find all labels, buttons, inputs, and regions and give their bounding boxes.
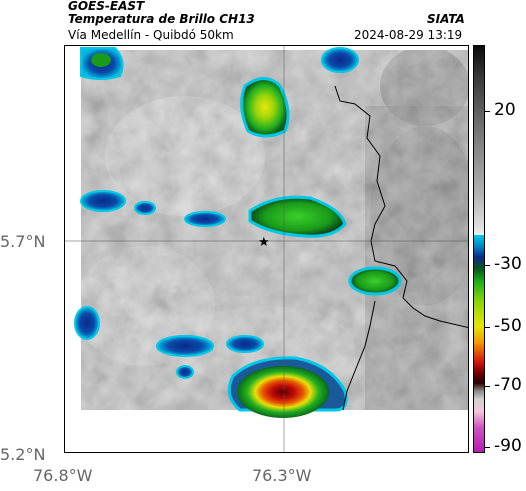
longitude-label-west: 76.8°W <box>33 466 93 485</box>
brightness-temperature-map: ★ <box>64 45 469 453</box>
colorbar-tick <box>485 447 490 448</box>
agency-label: SIATA <box>427 12 465 26</box>
satellite-name: GOES-EAST <box>68 0 145 13</box>
convective-cells <box>74 47 402 418</box>
colorbar-label-minus30: -30 <box>494 254 522 274</box>
nodata-bottom <box>65 410 468 452</box>
latitude-label-south: 5.2°N <box>0 445 46 464</box>
longitude-label-east: 76.3°W <box>252 466 312 485</box>
border-line <box>334 85 468 329</box>
star-icon: ★ <box>258 235 270 250</box>
colorbar-label-20: 20 <box>494 100 516 120</box>
latitude-label-north: 5.7°N <box>0 232 46 251</box>
colorbar-tick <box>485 265 490 266</box>
colorbar-tick <box>485 386 490 387</box>
colorbar-tick <box>485 111 490 112</box>
colorbar-tick <box>485 327 490 328</box>
product-title: Temperatura de Brillo CH13 <box>68 12 255 26</box>
timestamp: 2024-08-29 13:19 <box>354 28 463 42</box>
colorbar <box>473 45 485 453</box>
nodata-left <box>65 46 81 452</box>
strongest-convective-cell <box>237 366 329 418</box>
colorbar-label-minus90: -90 <box>494 436 522 456</box>
map-canvas: ★ <box>65 46 468 452</box>
region-label: Vía Medellín - Quibdó 50km <box>68 28 234 42</box>
colorbar-label-minus70: -70 <box>494 375 522 395</box>
colorbar-label-minus50: -50 <box>494 316 522 336</box>
